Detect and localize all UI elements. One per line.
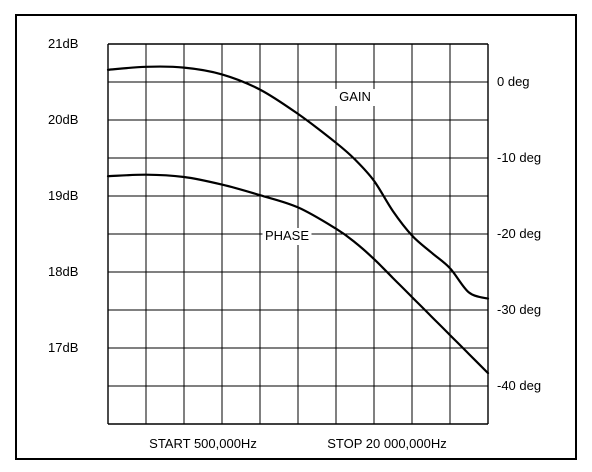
left-tick-label: 20dB (48, 112, 78, 127)
right-tick-label: -30 deg (497, 302, 541, 317)
right-tick-label: -20 deg (497, 226, 541, 241)
right-tick-label: 0 deg (497, 74, 530, 89)
left-tick-label: 18dB (48, 264, 78, 279)
left-axis-ticks: 17dB 18dB 19dB 20dB 21dB (48, 36, 78, 355)
curve-label-bg (262, 228, 312, 245)
left-tick-label: 21dB (48, 36, 78, 51)
curve-label-phase: PHASE (265, 228, 309, 243)
left-tick-label: 17dB (48, 340, 78, 355)
curve-labels: GAIN PHASE (262, 89, 376, 245)
curves (106, 65, 490, 375)
curve-label-bg (334, 89, 376, 106)
curve-label-gain: GAIN (339, 89, 371, 104)
x-stop-label: STOP 20 000,000Hz (327, 436, 447, 451)
grid (107, 43, 489, 425)
right-tick-label: -10 deg (497, 150, 541, 165)
right-tick-label: -40 deg (497, 378, 541, 393)
series-line-gain (106, 65, 490, 300)
x-start-label: START 500,000Hz (149, 436, 257, 451)
right-axis-ticks: 0 deg -10 deg -20 deg -30 deg -40 deg (497, 74, 541, 393)
left-tick-label: 19dB (48, 188, 78, 203)
series-line-phase (106, 173, 490, 375)
